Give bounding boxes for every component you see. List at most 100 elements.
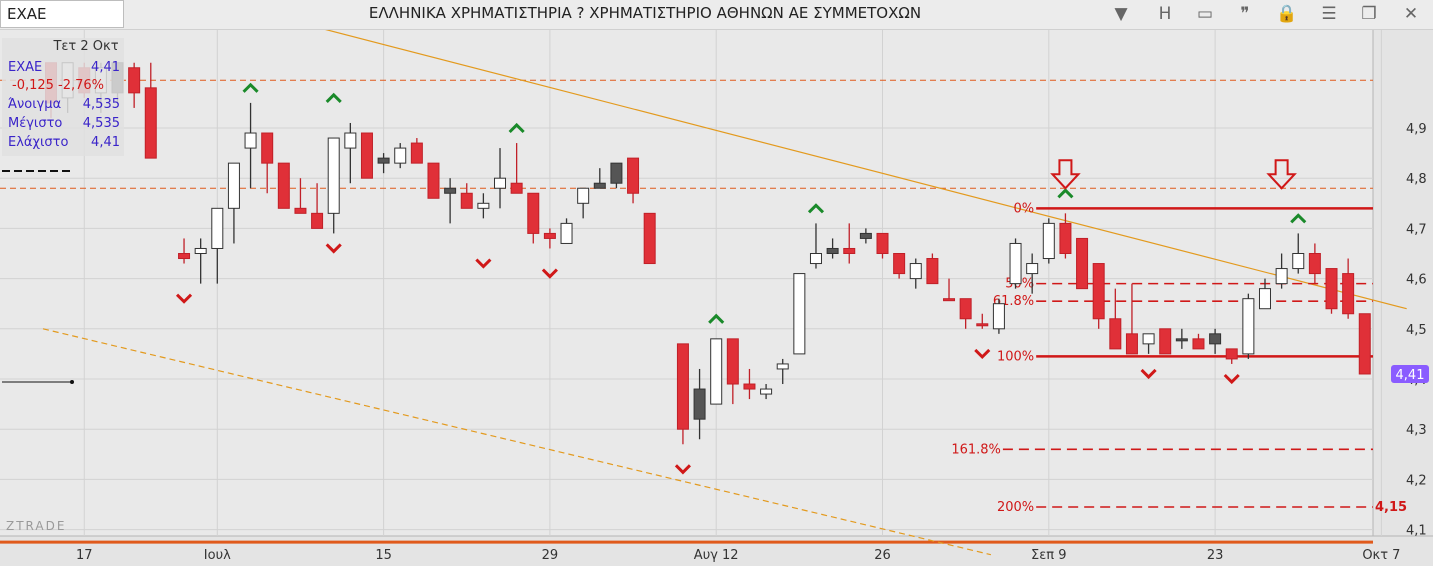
candle-body (277, 162, 290, 209)
candle-body (726, 338, 739, 385)
candle-body (743, 383, 756, 390)
h-icon[interactable]: H (1158, 4, 1172, 24)
sell-marker (475, 258, 492, 269)
candle-body (477, 202, 490, 209)
candle-body (144, 87, 157, 159)
candle-body (294, 207, 307, 214)
dropdown-icon[interactable]: ▼ (1114, 4, 1128, 24)
candle-body (926, 258, 939, 285)
candle-body (627, 157, 640, 194)
candle-body (527, 192, 540, 234)
candle-body (560, 222, 573, 244)
info-change-row: -0,125 -2,76% (8, 77, 120, 95)
quote-icon[interactable]: ❞ (1240, 4, 1250, 24)
y-tick-label: 4,2 (1406, 473, 1427, 488)
y-tick-label: 4,6 (1406, 273, 1427, 288)
x-tick-label: Αυγ 12 (694, 548, 739, 563)
plot-area (0, 30, 1373, 536)
candle-body (1342, 273, 1355, 315)
y-tick-label: 4,1 (1406, 524, 1427, 539)
info-low: 4,41 (91, 135, 120, 150)
candle-body (1159, 328, 1172, 355)
candle-body (793, 273, 806, 355)
candle-body (460, 192, 473, 209)
candle-body (976, 323, 989, 327)
candle-body (344, 132, 357, 149)
candle-body (227, 162, 240, 209)
x-tick-label: 29 (542, 548, 559, 563)
candle-body (693, 388, 706, 420)
candle-body (943, 298, 956, 302)
candle-body (1275, 268, 1288, 285)
title-bar: ΕΧΑΕ ΕΛΛΗΝΙΚΑ ΧΡΗΜΑΤΙΣΤΗΡΙΑ ? ΧΡΗΜΑΤΙΣΤΗ… (0, 0, 1433, 30)
candle-body (826, 247, 839, 254)
sell-marker (541, 268, 558, 279)
candle-body (959, 298, 972, 320)
price-axis-area (1373, 30, 1433, 536)
candle-body (1109, 318, 1122, 350)
candle-body (410, 142, 423, 164)
info-last: 4,41 (91, 60, 120, 75)
lock-icon[interactable]: 🔒 (1276, 4, 1298, 24)
candle-body (1175, 338, 1188, 342)
candle-body (1209, 333, 1222, 345)
menu-icon[interactable]: ☰ (1321, 4, 1337, 24)
info-low-label: Ελάχιστο (8, 135, 69, 150)
x-tick-label: Σεπ 9 (1031, 548, 1066, 563)
left-mark-dot (70, 380, 74, 384)
buy-marker (508, 122, 525, 134)
candle-body (859, 232, 872, 239)
sell-marker (175, 293, 193, 304)
candle-body (244, 132, 257, 149)
target-price-label: 4,15 (1375, 500, 1407, 515)
buy-marker (325, 92, 342, 103)
candle-body (360, 132, 373, 179)
candle-body (1142, 333, 1155, 345)
candle-body (1292, 253, 1305, 270)
candle-body (577, 187, 590, 204)
x-tick-label: Οκτ 7 (1362, 548, 1400, 563)
info-date: Τετ 2 Οκτ (53, 39, 119, 54)
window-title: ΕΛΛΗΝΙΚΑ ΧΡΗΜΑΤΙΣΤΗΡΙΑ ? ΧΡΗΜΑΤΙΣΤΗΡΙΟ Α… (368, 4, 922, 22)
candle-body (893, 253, 906, 275)
sell-marker (1223, 373, 1240, 385)
symbol-input[interactable]: ΕΧΑΕ (0, 0, 124, 28)
x-tick-label: 17 (76, 548, 93, 563)
restore-icon[interactable]: ❐ (1361, 4, 1377, 24)
candle-body (593, 182, 606, 189)
candle-body (128, 67, 141, 94)
buy-marker (242, 82, 259, 93)
y-tick-label: 4,8 (1406, 172, 1427, 187)
candle-body (776, 363, 789, 370)
close-icon[interactable]: ✕ (1403, 4, 1419, 24)
y-tick-label: 4,5 (1406, 323, 1427, 338)
candle-body (1009, 242, 1022, 285)
candle-body (261, 132, 274, 164)
candle-body (311, 212, 324, 229)
candle-body (1059, 222, 1072, 255)
price-chart[interactable]: 4,94,84,74,64,54,44,34,24,117Ιουλ1529Αυγ… (0, 30, 1433, 566)
candle-body (1242, 298, 1255, 355)
buy-marker (708, 313, 725, 324)
buy-marker (807, 203, 825, 214)
info-symbol: ΕΧΑΕ (8, 60, 43, 75)
panel-icon[interactable]: ▭ (1196, 4, 1214, 24)
candle-body (992, 303, 1005, 330)
candle-body (543, 232, 556, 239)
buy-marker (1290, 213, 1307, 224)
info-open-row: Άνοιγμα 4,535 (8, 96, 120, 114)
x-tick-label: 15 (375, 548, 392, 563)
candle-body (1125, 333, 1138, 355)
candle-body (1225, 348, 1238, 360)
candle-body (427, 162, 440, 199)
candle-body (909, 263, 922, 280)
candle-body (1308, 253, 1321, 275)
candle-body (876, 232, 889, 254)
candle-body (643, 212, 656, 265)
candle-body (1076, 237, 1089, 290)
fib-level-label: 161.8% (951, 442, 1001, 457)
candle-body (610, 162, 623, 184)
candle-body (194, 247, 207, 254)
candle-body (676, 343, 689, 430)
info-open-label: Άνοιγμα (8, 97, 62, 112)
